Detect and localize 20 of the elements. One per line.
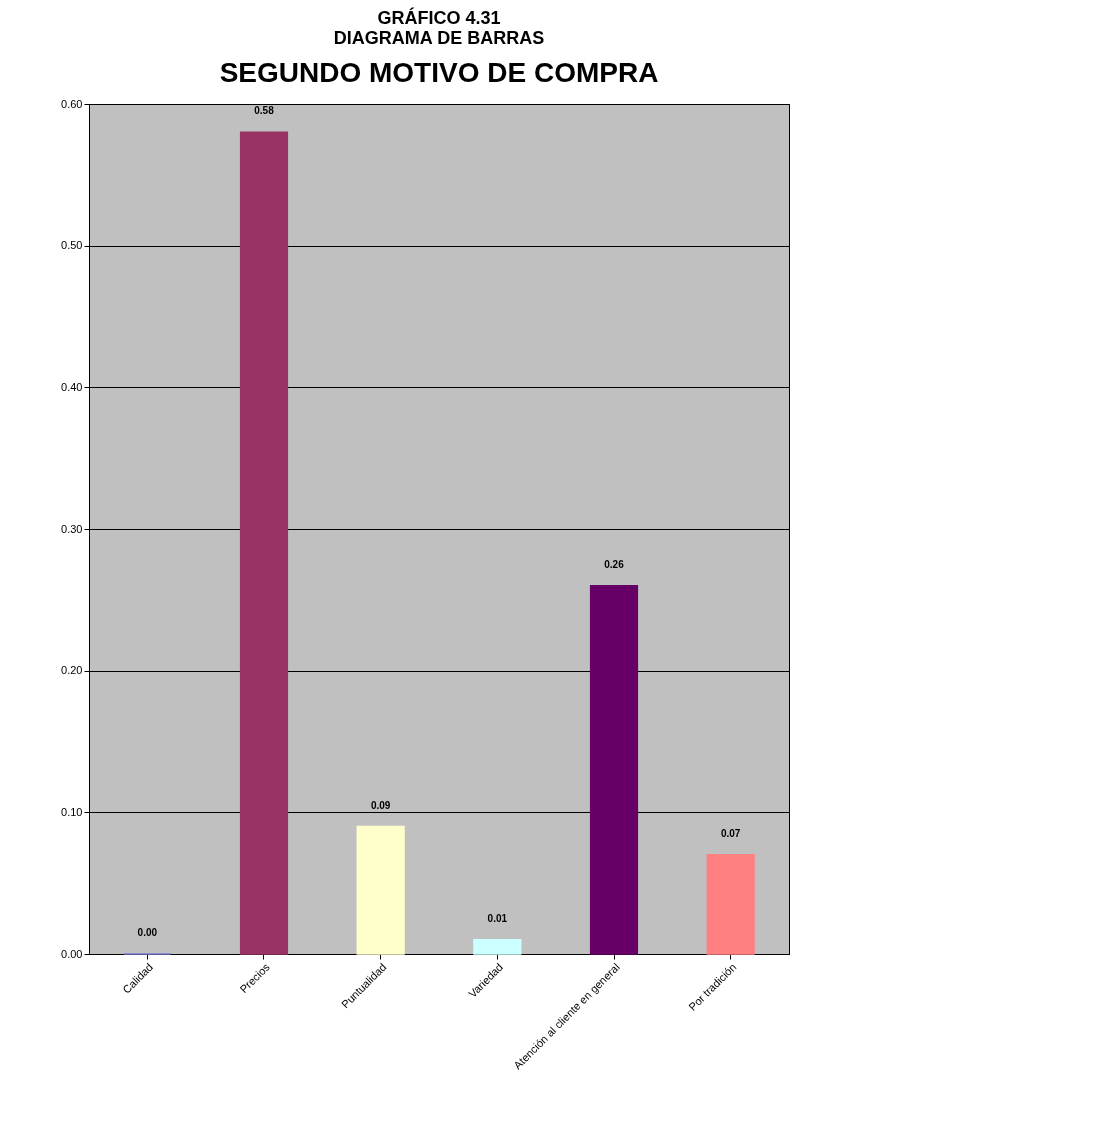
y-tick-label: 0.00 [61, 947, 83, 960]
data-label: 0.07 [720, 827, 741, 839]
data-label: 0.00 [137, 927, 158, 938]
chart-subtitle: SEGUNDO MOTIVO DE COMPRA [219, 57, 659, 88]
bar [239, 131, 289, 955]
y-tick-label: 0.20 [61, 664, 83, 677]
y-tick-label: 0.10 [61, 805, 83, 818]
bar [589, 584, 639, 955]
bar [473, 939, 522, 955]
y-tick-label: 0.40 [61, 380, 83, 393]
bar [356, 825, 405, 955]
data-label: 0.58 [254, 105, 275, 117]
y-tick-label: 0.60 [61, 97, 83, 110]
chart-title: GRÁFICO 4.31 DIAGRAMA DE BARRAS [333, 7, 545, 48]
bar [706, 854, 755, 955]
y-tick-label: 0.30 [61, 522, 83, 535]
data-label: 0.01 [487, 912, 508, 924]
y-tick-label: 0.50 [61, 239, 83, 252]
data-label: 0.26 [604, 558, 625, 570]
data-label: 0.09 [370, 799, 391, 811]
